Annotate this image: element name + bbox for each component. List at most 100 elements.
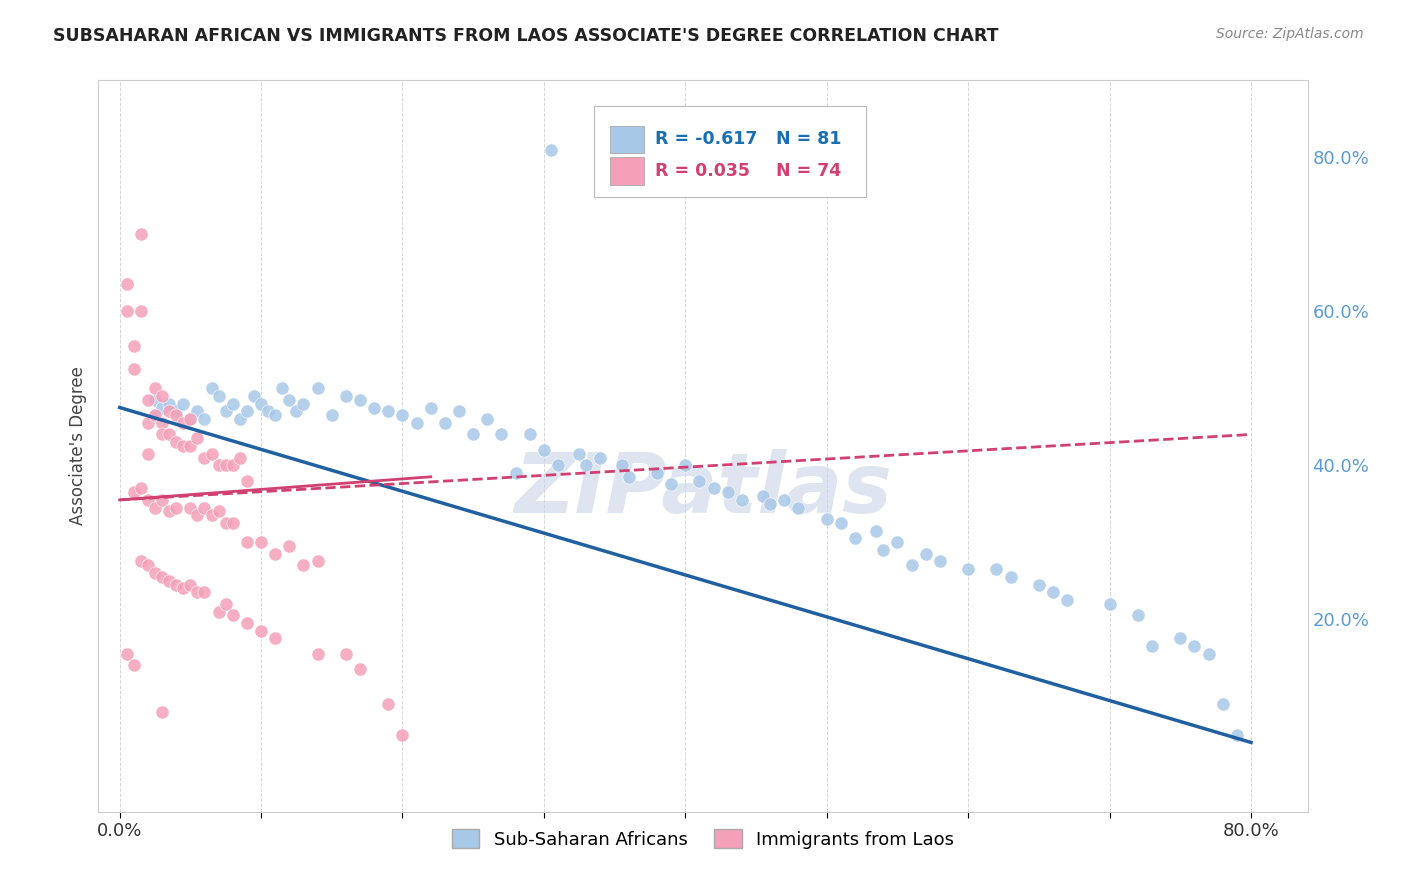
Point — [115, 304, 138, 318]
Point — [143, 566, 166, 580]
Point — [215, 597, 238, 611]
Point — [477, 412, 499, 426]
Point — [957, 562, 980, 576]
Point — [491, 427, 513, 442]
Point — [200, 508, 222, 523]
Legend: Sub-Saharan Africans, Immigrants from Laos: Sub-Saharan Africans, Immigrants from La… — [443, 820, 963, 857]
Point — [115, 277, 138, 292]
Text: N = 81: N = 81 — [776, 130, 841, 148]
Point — [136, 392, 159, 407]
Point — [1098, 597, 1121, 611]
Point — [193, 412, 215, 426]
Point — [172, 582, 194, 596]
Point — [1140, 639, 1163, 653]
Point — [787, 500, 810, 515]
Point — [1212, 697, 1234, 711]
Point — [900, 558, 922, 573]
Point — [307, 647, 329, 661]
Point — [122, 362, 145, 376]
Point — [143, 392, 166, 407]
Point — [172, 416, 194, 430]
Point — [207, 389, 229, 403]
Point — [165, 577, 187, 591]
Point — [193, 450, 215, 465]
Point — [292, 558, 315, 573]
Point — [292, 397, 315, 411]
Point — [568, 447, 591, 461]
Point — [150, 570, 173, 584]
Point — [143, 381, 166, 395]
Point — [157, 427, 180, 442]
Point — [673, 458, 696, 473]
Point — [1056, 593, 1078, 607]
Point — [165, 500, 187, 515]
Point — [433, 416, 456, 430]
Point — [519, 427, 541, 442]
Point — [264, 632, 287, 646]
Point — [830, 516, 852, 530]
Point — [207, 504, 229, 518]
Point — [236, 474, 259, 488]
Point — [179, 500, 201, 515]
Point — [236, 535, 259, 549]
Point — [236, 404, 259, 418]
Point — [285, 404, 308, 418]
Point — [773, 492, 796, 507]
Point — [150, 401, 173, 415]
Point — [229, 412, 252, 426]
FancyBboxPatch shape — [595, 106, 866, 197]
Point — [589, 450, 612, 465]
Point — [136, 492, 159, 507]
Point — [505, 466, 527, 480]
Point — [363, 401, 385, 415]
Point — [243, 389, 266, 403]
Point — [463, 427, 485, 442]
Point — [731, 492, 754, 507]
Point — [186, 508, 208, 523]
Point — [136, 447, 159, 461]
Point — [222, 516, 245, 530]
Point — [264, 547, 287, 561]
Point — [264, 408, 287, 422]
Point — [250, 535, 273, 549]
Text: SUBSAHARAN AFRICAN VS IMMIGRANTS FROM LAOS ASSOCIATE'S DEGREE CORRELATION CHART: SUBSAHARAN AFRICAN VS IMMIGRANTS FROM LA… — [53, 27, 998, 45]
Point — [307, 554, 329, 568]
Point — [703, 481, 725, 495]
Point — [129, 554, 152, 568]
Text: ZIPatlas: ZIPatlas — [515, 450, 891, 531]
Point — [129, 304, 152, 318]
Point — [136, 416, 159, 430]
Point — [157, 404, 180, 418]
Point — [150, 705, 173, 719]
Point — [1126, 608, 1149, 623]
Point — [986, 562, 1008, 576]
Point — [928, 554, 950, 568]
Point — [1184, 639, 1206, 653]
Point — [215, 516, 238, 530]
Point — [157, 574, 180, 588]
Point — [405, 416, 427, 430]
Point — [717, 485, 740, 500]
Point — [143, 408, 166, 422]
Point — [222, 608, 245, 623]
Point — [271, 381, 294, 395]
Point — [222, 458, 245, 473]
Point — [250, 624, 273, 638]
Bar — [610, 126, 644, 153]
Point — [575, 458, 598, 473]
Point — [143, 408, 166, 422]
Point — [645, 466, 668, 480]
Point — [257, 404, 280, 418]
Point — [215, 404, 238, 418]
Point — [186, 431, 208, 445]
Point — [659, 477, 682, 491]
Point — [150, 416, 173, 430]
Point — [143, 500, 166, 515]
Point — [547, 458, 569, 473]
Point — [321, 408, 343, 422]
Point — [179, 577, 201, 591]
Point — [335, 389, 357, 403]
Point — [752, 489, 775, 503]
Point — [533, 442, 555, 457]
Point — [1226, 728, 1249, 742]
